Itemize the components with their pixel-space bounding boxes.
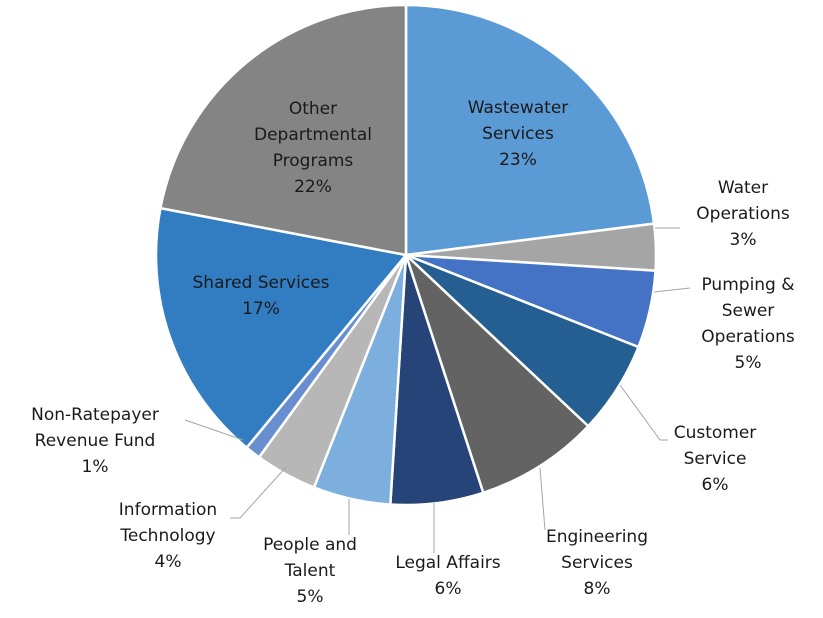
value-label: 22% (294, 177, 332, 197)
slice-label: Information Technology 4% (103, 497, 233, 575)
slice-label: Pumping & Sewer Operations 5% (683, 272, 813, 376)
slice-label: Other Departmental Programs 22% (243, 96, 383, 200)
value-label: 6% (434, 579, 462, 599)
value-label: 1% (81, 457, 109, 477)
pie-slice (158, 3, 408, 257)
category-name: Legal Affairs (395, 553, 501, 573)
leader-line (619, 384, 668, 441)
slice-label: Customer Service 6% (660, 420, 770, 498)
leader-line (653, 287, 691, 293)
leader-line (539, 467, 546, 531)
category-name: Information Technology (118, 500, 218, 546)
slice-label: Water Operations 3% (678, 175, 808, 253)
value-label: 4% (154, 552, 182, 572)
category-name: People and Talent (263, 535, 357, 581)
slice-label: Shared Services 17% (176, 270, 346, 322)
value-label: 8% (583, 579, 611, 599)
pie-slice (404, 3, 656, 257)
slice-label: People and Talent 5% (250, 532, 370, 610)
category-name: Engineering Services (546, 527, 648, 573)
category-name: Pumping & Sewer Operations (701, 275, 795, 347)
category-name: Water Operations (696, 178, 790, 224)
pie-slice (404, 254, 591, 495)
category-name: Wastewater Services (467, 98, 569, 144)
category-name: Other Departmental Programs (253, 99, 372, 171)
category-name: Non-Ratepayer Revenue Fund (31, 405, 159, 451)
value-label: 5% (296, 587, 324, 607)
value-label: 6% (701, 475, 729, 495)
slice-label: Legal Affairs 6% (378, 550, 518, 602)
leader-line (230, 466, 287, 519)
category-name: Customer Service (673, 423, 757, 469)
value-label: 17% (242, 299, 280, 319)
category-name: Shared Services (192, 273, 330, 293)
pie-slice (154, 206, 409, 450)
value-label: 23% (499, 150, 537, 170)
leader-line (184, 419, 244, 441)
slice-label: Non-Ratepayer Revenue Fund 1% (15, 402, 175, 480)
value-label: 3% (729, 230, 757, 250)
slice-label: Wastewater Services 23% (448, 95, 588, 173)
value-label: 5% (734, 353, 762, 373)
slice-label: Engineering Services 8% (532, 524, 662, 602)
